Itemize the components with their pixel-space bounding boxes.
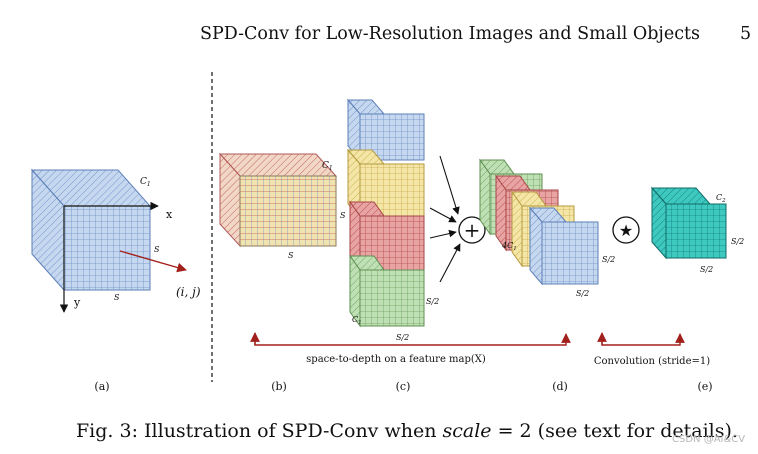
e-s-half-bottom-label: S/2 bbox=[700, 265, 713, 274]
caption-prefix: Fig. 3: Illustration of SPD-Conv when bbox=[76, 420, 443, 442]
c-c1-label: C1 bbox=[352, 315, 362, 326]
space-to-depth-bracket bbox=[254, 333, 571, 346]
a-s-bottom-label: S bbox=[114, 293, 120, 302]
b-s-bottom-label: S bbox=[288, 251, 294, 260]
panel-c-red-block bbox=[349, 200, 425, 274]
d-s-half-side-label: S/2 bbox=[602, 255, 615, 264]
ij-label: (i, j) bbox=[176, 285, 201, 299]
convolution-star-icon: ★ bbox=[612, 216, 640, 244]
panel-b-cube bbox=[218, 152, 338, 248]
panel-d-blue-block bbox=[528, 206, 599, 286]
svg-text:+: + bbox=[464, 218, 481, 242]
panel-label-c: (c) bbox=[396, 380, 411, 393]
d-s-half-bottom-label: S/2 bbox=[576, 289, 589, 298]
b-c1-label: C1 bbox=[322, 161, 333, 172]
ij-arrow bbox=[119, 250, 187, 273]
convolution-bracket bbox=[601, 333, 685, 346]
caption-math: scale bbox=[442, 420, 492, 442]
panel-c-blue-block bbox=[346, 98, 425, 162]
space-to-depth-label: space-to-depth on a feature map(X) bbox=[306, 354, 486, 365]
x-axis-label: x bbox=[166, 208, 173, 221]
panel-label-e: (e) bbox=[697, 380, 712, 393]
watermark: CSDN @AI&CV bbox=[672, 434, 746, 445]
figure-caption: Fig. 3: Illustration of SPD-Conv when sc… bbox=[76, 420, 738, 442]
page-number: 5 bbox=[740, 24, 752, 44]
a-c1-label: C1 bbox=[140, 177, 151, 188]
b-s-side-label: S bbox=[340, 211, 346, 220]
caption-suffix: = 2 (see text for details). bbox=[491, 420, 738, 442]
e-s-half-side-label: S/2 bbox=[731, 237, 744, 246]
e-c2-label: C2 bbox=[716, 193, 726, 204]
concat-plus-icon: + bbox=[458, 216, 486, 244]
panel-c-green-block bbox=[349, 254, 425, 328]
concat-input-arrows bbox=[429, 155, 461, 283]
panel-label-b: (b) bbox=[271, 380, 287, 393]
panel-e-cube bbox=[650, 186, 727, 260]
c-s-half-side-label: S/2 bbox=[426, 297, 439, 306]
running-title: SPD-Conv for Low-Resolution Images and S… bbox=[200, 24, 701, 44]
convolution-label: Convolution (stride=1) bbox=[594, 356, 710, 367]
c-s-half-bottom-label: S/2 bbox=[396, 333, 409, 342]
d-4c1-label: 4C1 bbox=[501, 241, 517, 252]
panel-label-a: (a) bbox=[94, 380, 109, 393]
panel-label-d: (d) bbox=[552, 380, 568, 393]
svg-text:★: ★ bbox=[619, 221, 633, 240]
a-s-side-label: S bbox=[154, 245, 160, 254]
y-axis-label: y bbox=[73, 296, 81, 309]
panel-a-cube bbox=[30, 168, 152, 292]
